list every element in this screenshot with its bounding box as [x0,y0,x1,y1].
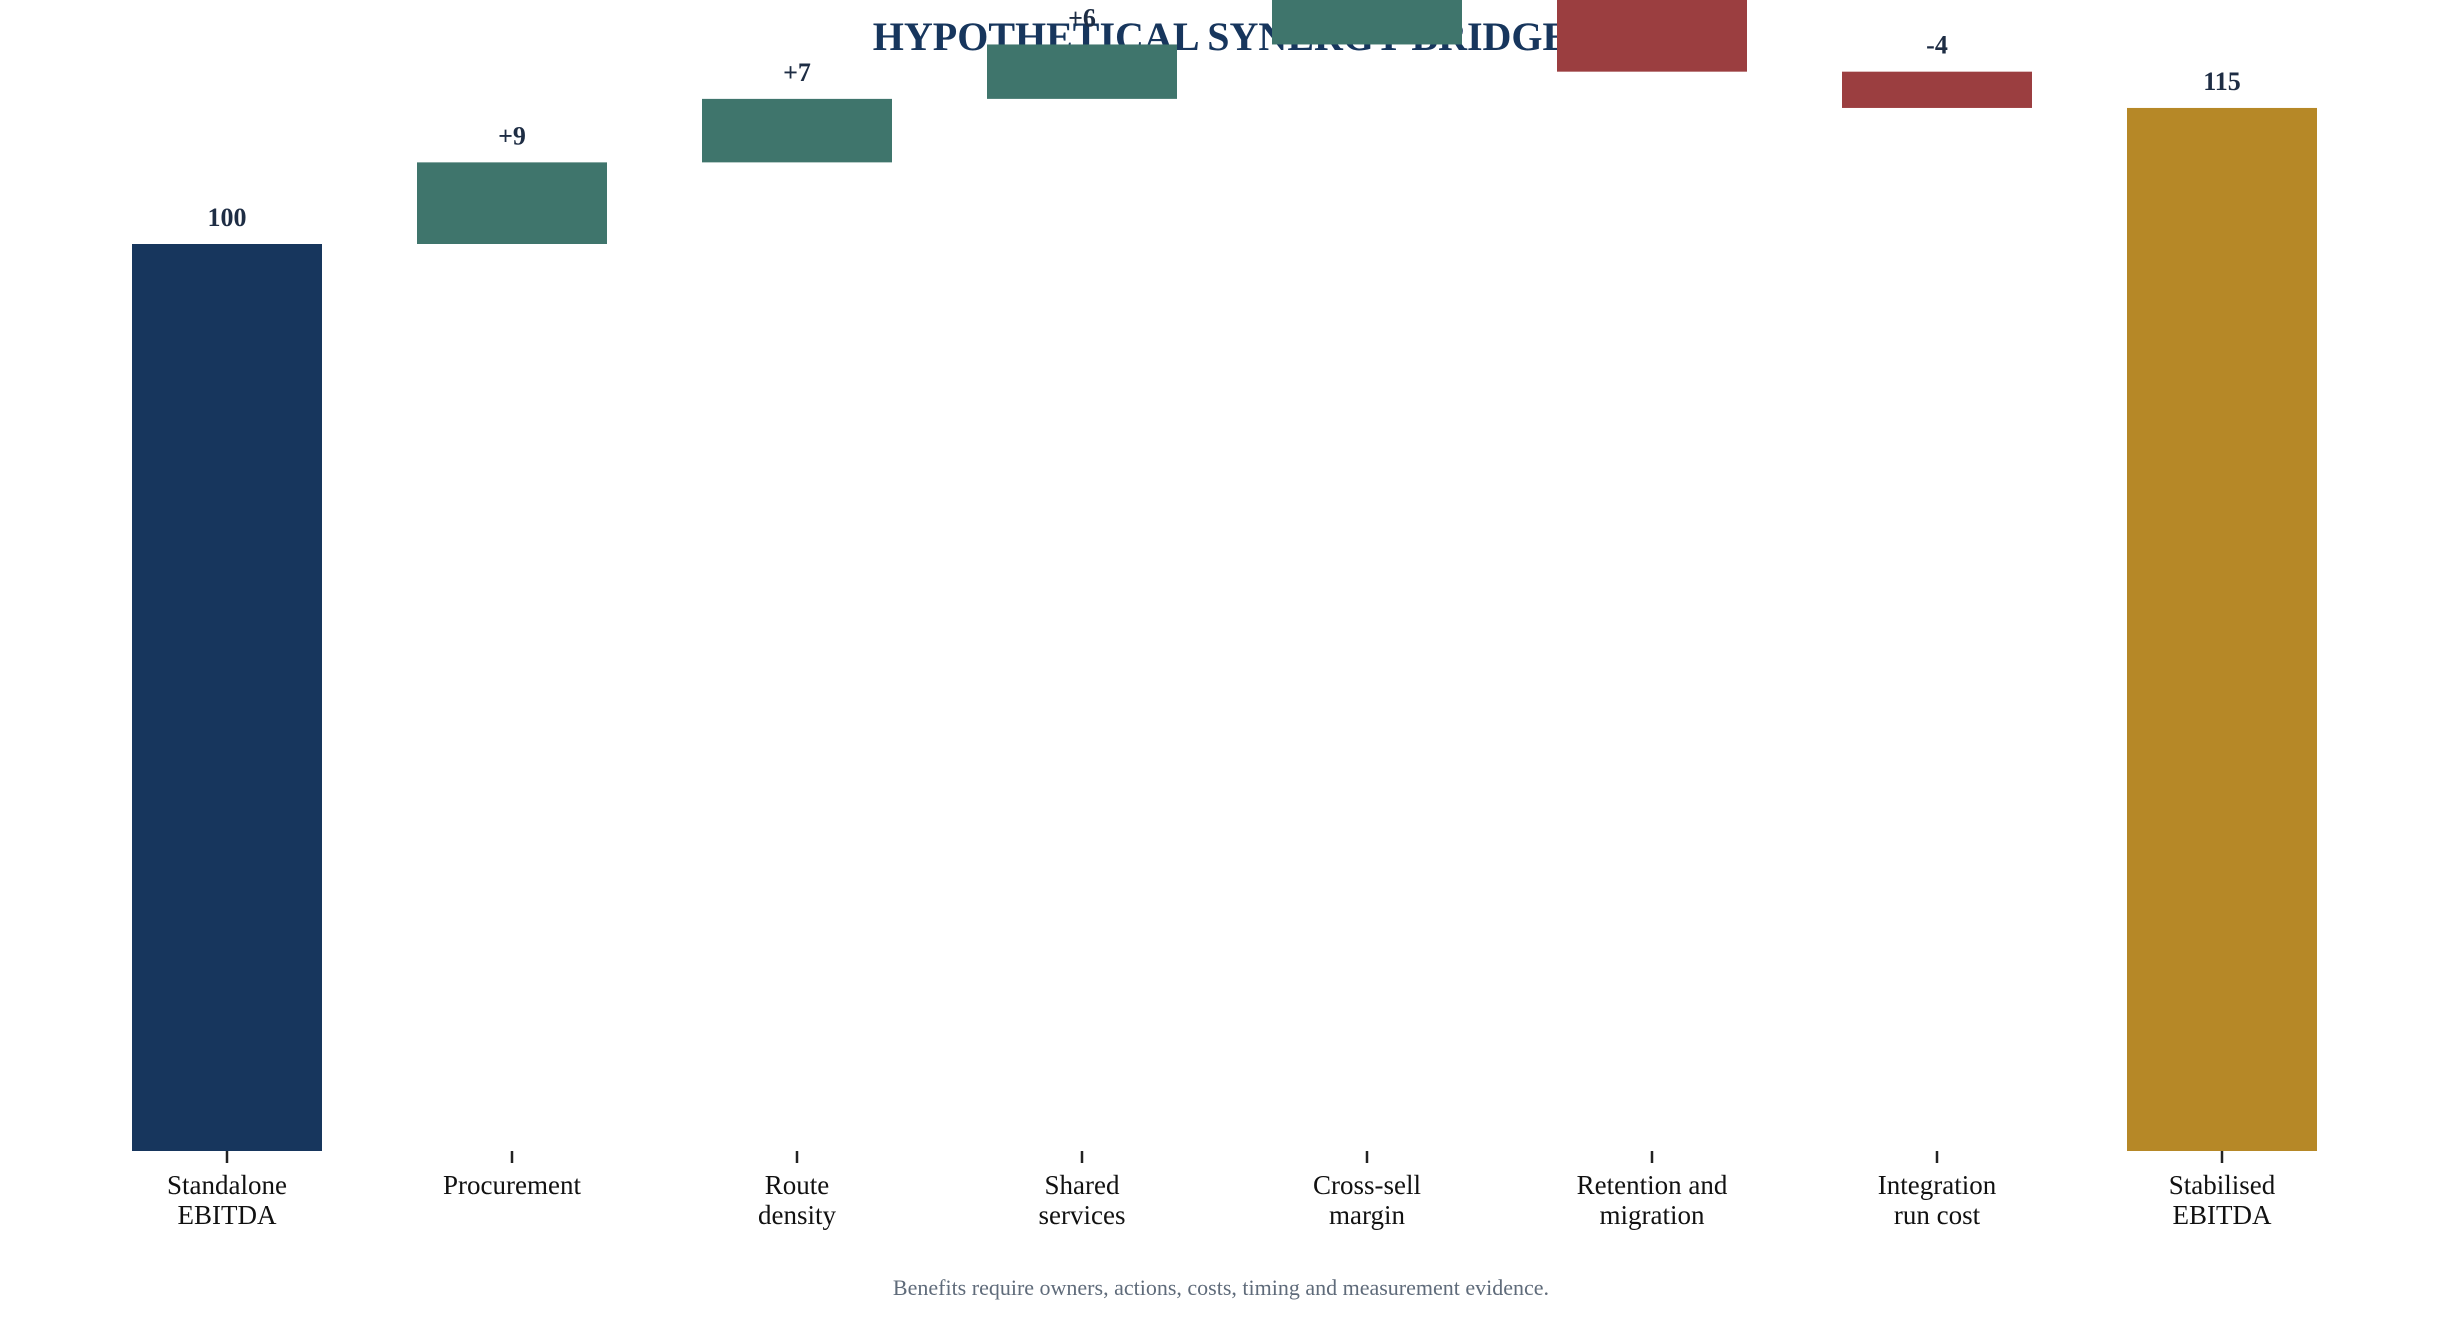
x-tick-label-2: Route density [758,1170,836,1230]
bar-5 [1557,0,1747,72]
bar-3 [987,44,1177,99]
x-tick-label-line: margin [1329,1200,1405,1230]
value-label-1: +9 [498,121,526,150]
x-tick-label-4: Cross-sell margin [1313,1170,1421,1230]
x-tick-label-5: Retention and migration [1577,1170,1728,1230]
x-tick-label-line: Integration [1878,1170,1997,1200]
chart-footnote: Benefits require owners, actions, costs,… [893,1275,1549,1300]
x-tick-label-line: Route [765,1170,830,1200]
x-tick-label-line: Shared [1045,1170,1120,1200]
bar-6 [1842,71,2032,108]
bar-7 [2127,107,2317,1152]
x-tick-label-line: migration [1600,1200,1705,1230]
value-label-7: 115 [2203,67,2241,96]
value-label-2: +7 [783,58,811,87]
x-tick-label-line: services [1039,1200,1126,1230]
x-tick-label-6: Integration run cost [1878,1170,1997,1230]
value-label-0: 100 [208,203,247,232]
x-tick-label-7: Stabilised EBITDA [2169,1170,2276,1230]
x-tick-label-line: Standalone [167,1170,287,1200]
bars-group [132,0,2317,1152]
bar-2 [702,98,892,163]
x-axis-ticks-group [225,1151,2224,1163]
value-label-3: +6 [1068,3,1096,32]
x-tick-label-0: Standalone EBITDA [167,1170,287,1230]
chart-title: HYPOTHETICAL SYNERGY BRIDGE [873,14,1569,59]
x-tick-label-line: Retention and [1577,1170,1728,1200]
x-tick-label-line: EBITDA [2173,1200,2272,1230]
x-tick-label-line: density [758,1200,836,1230]
x-tick-label-line: Procurement [443,1170,581,1200]
x-tick-label-1: Procurement [443,1170,581,1200]
x-tick-label-line: run cost [1894,1200,1981,1230]
x-tick-label-3: Shared services [1039,1170,1126,1230]
x-tick-label-line: EBITDA [178,1200,277,1230]
x-tick-label-line: Stabilised [2169,1170,2276,1200]
bar-1 [417,162,607,244]
value-label-6: -4 [1926,31,1948,60]
bar-0 [132,244,322,1151]
x-tick-label-line: Cross-sell [1313,1170,1421,1200]
bar-4 [1272,0,1462,45]
